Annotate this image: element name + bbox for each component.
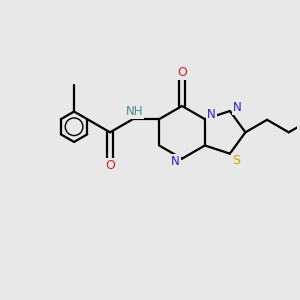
Text: NH: NH: [126, 105, 143, 118]
Text: N: N: [207, 108, 216, 121]
Text: N: N: [233, 101, 242, 114]
Text: O: O: [177, 66, 187, 79]
Text: O: O: [105, 159, 115, 172]
Text: N: N: [171, 155, 180, 168]
Text: S: S: [232, 154, 240, 167]
